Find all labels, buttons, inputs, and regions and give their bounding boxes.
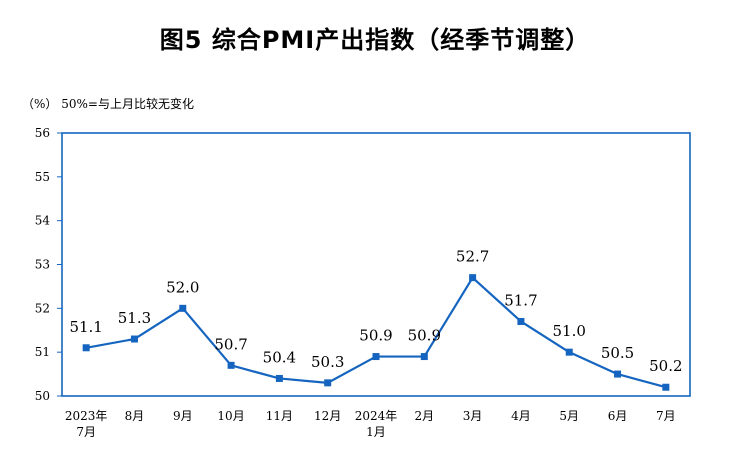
- data-point: [420, 353, 428, 361]
- y-tick-label: 56: [35, 126, 50, 140]
- data-point: [372, 353, 380, 361]
- y-tick-label: 53: [35, 258, 50, 272]
- data-point: [662, 383, 670, 391]
- x-tick-label: 3月: [463, 409, 483, 423]
- data-label: 52.7: [456, 248, 489, 266]
- x-tick-label: 12月: [314, 409, 341, 423]
- data-point: [517, 317, 525, 325]
- x-tick-label: 6月: [608, 409, 628, 423]
- data-label: 50.9: [359, 327, 392, 345]
- data-label: 51.3: [118, 309, 151, 327]
- x-tick-label: 7月: [656, 409, 676, 423]
- x-tick-label: 8月: [125, 409, 145, 423]
- data-point: [179, 304, 187, 312]
- x-tick-label: 9月: [173, 409, 193, 423]
- x-tick-label: 2月: [414, 409, 434, 423]
- x-tick-label: 10月: [217, 409, 244, 423]
- data-point: [130, 335, 138, 343]
- data-point: [565, 348, 573, 356]
- y-tick-label: 54: [35, 214, 51, 228]
- data-point: [275, 374, 283, 382]
- x-tick-label: 2024年 1月: [355, 409, 398, 439]
- data-label: 50.9: [408, 327, 441, 345]
- data-label: 50.4: [263, 348, 296, 366]
- data-point: [82, 344, 90, 352]
- unit-note: （%） 50%=与上月比较无变化: [22, 97, 194, 111]
- data-label: 51.0: [553, 322, 586, 340]
- data-point: [324, 379, 332, 387]
- chart-title: 图5 综合PMI产出指数（经季节调整）: [159, 26, 591, 54]
- x-tick-label: 4月: [511, 409, 531, 423]
- data-point: [614, 370, 622, 378]
- y-tick-label: 52: [35, 301, 50, 315]
- data-label: 50.2: [649, 357, 682, 375]
- data-label: 51.1: [69, 318, 102, 336]
- x-tick-label: 2023年 7月: [65, 409, 108, 439]
- data-label: 51.7: [504, 291, 537, 309]
- x-tick-label: 11月: [266, 409, 293, 423]
- data-label: 50.3: [311, 353, 344, 371]
- data-point: [469, 274, 477, 282]
- x-tick-label: 5月: [559, 409, 579, 423]
- data-label: 50.5: [601, 344, 634, 362]
- data-label: 50.7: [214, 335, 247, 353]
- y-tick-label: 50: [35, 389, 50, 403]
- y-tick-label: 51: [35, 345, 50, 359]
- y-tick-label: 55: [35, 170, 50, 184]
- data-point: [227, 361, 235, 369]
- data-label: 52.0: [166, 278, 199, 296]
